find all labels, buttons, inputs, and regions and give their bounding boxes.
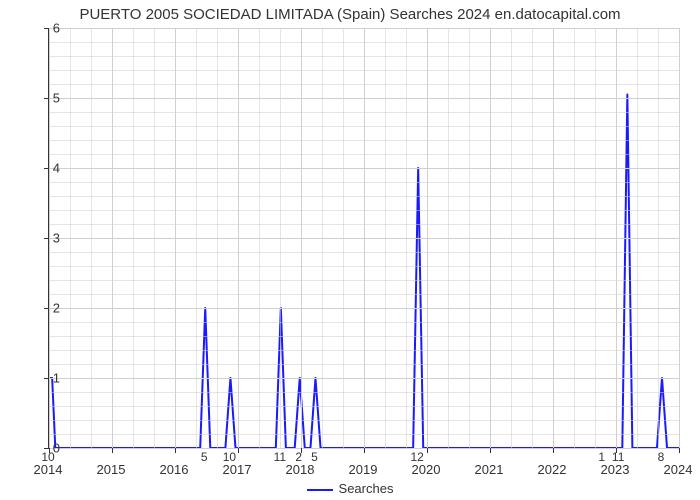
value-label: 8 xyxy=(658,450,665,464)
x-tick-label: 2022 xyxy=(538,462,567,477)
x-tick-label: 2015 xyxy=(97,462,126,477)
x-tick-label: 2014 xyxy=(34,462,63,477)
plot-area xyxy=(48,28,679,449)
y-tick-label: 1 xyxy=(40,371,60,386)
value-label: 11 xyxy=(274,450,286,464)
y-tick-label: 5 xyxy=(40,91,60,106)
legend-swatch xyxy=(307,489,333,491)
x-tick-label: 2023 xyxy=(601,462,630,477)
x-tick-label: 2019 xyxy=(349,462,378,477)
value-label: 11 xyxy=(612,450,624,464)
x-tick-label: 2021 xyxy=(475,462,504,477)
x-tick-label: 2024 xyxy=(664,462,693,477)
x-tick-label: 2018 xyxy=(286,462,315,477)
value-label: 12 xyxy=(410,450,423,464)
legend: Searches xyxy=(0,481,700,496)
value-label: 2 xyxy=(295,450,302,464)
y-tick-label: 2 xyxy=(40,301,60,316)
x-tick-label: 2020 xyxy=(412,462,441,477)
value-label: 5 xyxy=(201,450,208,464)
y-tick-label: 3 xyxy=(40,231,60,246)
value-label: 1 xyxy=(598,450,605,464)
legend-label: Searches xyxy=(339,481,394,496)
value-label: 10 xyxy=(41,450,54,464)
chart-container: PUERTO 2005 SOCIEDAD LIMITADA (Spain) Se… xyxy=(0,0,700,500)
y-tick-label: 6 xyxy=(40,21,60,36)
chart-title: PUERTO 2005 SOCIEDAD LIMITADA (Spain) Se… xyxy=(0,6,700,23)
y-tick-label: 4 xyxy=(40,161,60,176)
x-tick-label: 2017 xyxy=(223,462,252,477)
value-label: 10 xyxy=(223,450,236,464)
x-tick-label: 2016 xyxy=(160,462,189,477)
value-label: 5 xyxy=(311,450,318,464)
